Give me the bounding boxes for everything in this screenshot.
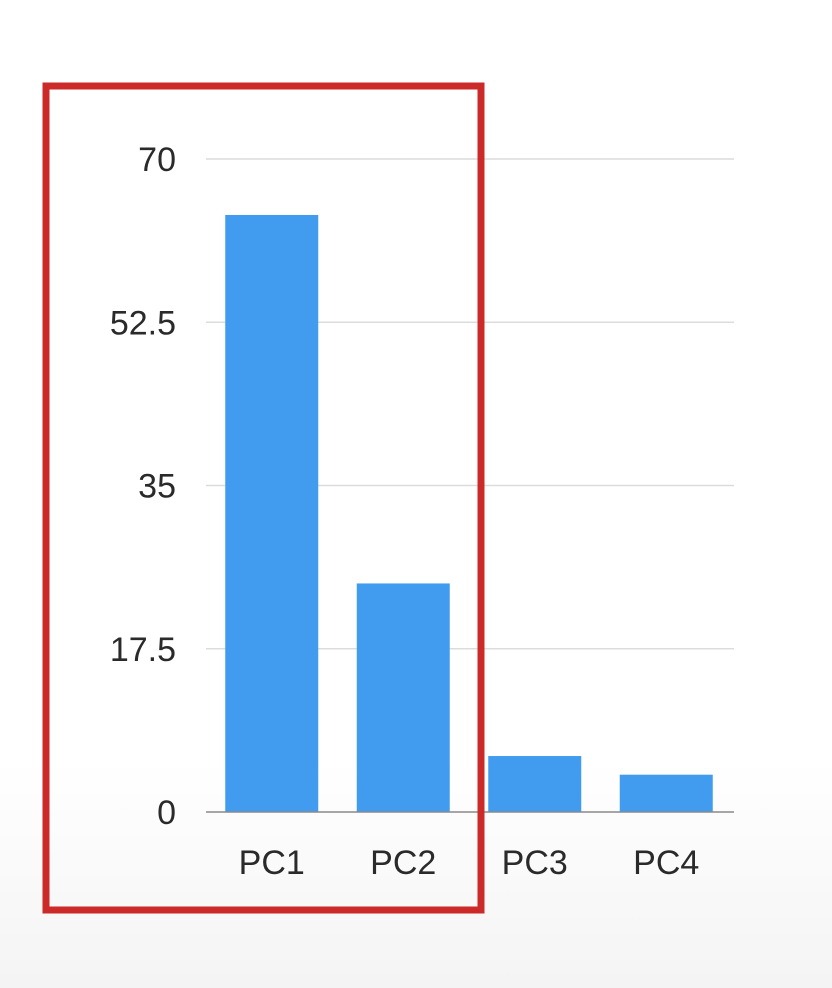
x-tick-label: PC2	[370, 844, 436, 882]
highlight-box	[42, 82, 485, 914]
x-tick-label: PC3	[502, 844, 568, 882]
y-tick-label: 17.5	[110, 631, 176, 669]
bar-pc3	[488, 756, 582, 812]
x-axis-category-labels: PC1 PC2 PC3 PC4	[239, 844, 700, 882]
bar-pc2	[356, 583, 450, 812]
x-tick-label: PC1	[239, 844, 305, 882]
y-tick-label: 0	[157, 794, 176, 832]
y-tick-label: 70	[138, 141, 176, 179]
bar-pc1	[225, 214, 319, 812]
x-tick-label: PC4	[633, 844, 699, 882]
bar-pc4	[619, 774, 713, 812]
y-axis-tick-labels: 0 17.5 35 52.5 70	[110, 141, 176, 832]
y-tick-label: 52.5	[110, 304, 176, 342]
y-tick-label: 35	[138, 468, 176, 506]
bars	[225, 214, 713, 812]
